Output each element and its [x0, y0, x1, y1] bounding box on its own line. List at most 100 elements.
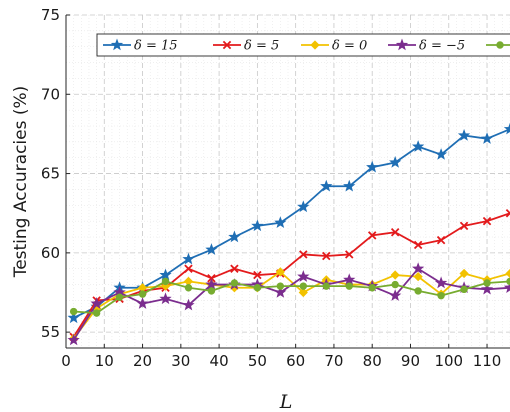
data-point	[434, 276, 448, 289]
data-point	[503, 122, 510, 135]
data-point	[482, 216, 492, 226]
data-point	[413, 240, 423, 250]
data-point	[299, 250, 308, 259]
data-point	[345, 282, 353, 290]
data-point	[436, 235, 446, 245]
data-point	[320, 179, 333, 192]
data-point	[322, 282, 330, 290]
data-point	[503, 281, 510, 293]
data-point	[207, 287, 216, 295]
data-point	[274, 286, 287, 298]
data-point	[182, 252, 195, 265]
data-point	[343, 273, 356, 286]
series-line	[72, 267, 510, 341]
legend-marker	[222, 40, 232, 50]
data-point	[434, 148, 448, 160]
y-tick-label: 65	[41, 165, 60, 183]
data-point	[366, 160, 379, 173]
data-point	[345, 250, 354, 259]
legend-entry: δ = −15	[486, 41, 510, 49]
x-tick-label: 20	[133, 352, 152, 370]
data-point	[184, 284, 193, 292]
data-point	[483, 279, 491, 287]
data-point	[184, 264, 193, 273]
data-point	[414, 287, 422, 295]
data-point	[343, 179, 356, 192]
series-1	[69, 208, 510, 342]
data-point	[115, 293, 124, 301]
data-point	[161, 277, 170, 286]
x-tick-label: 110	[473, 352, 502, 370]
series-lines	[67, 122, 510, 346]
data-point	[228, 230, 241, 243]
data-point	[389, 289, 402, 301]
x-tick-label: 30	[171, 352, 190, 370]
x-tick-label: 90	[401, 352, 420, 370]
data-point	[367, 231, 377, 240]
data-point	[159, 292, 172, 305]
y-tick-label: 75	[41, 6, 60, 24]
data-point	[390, 270, 400, 280]
x-tick-label: 100	[434, 352, 463, 370]
data-point	[506, 277, 510, 286]
data-point	[411, 140, 425, 152]
x-tick-label: 60	[286, 352, 305, 370]
data-point	[368, 284, 376, 292]
y-axis-label: Testing Accuracies (%)	[11, 86, 31, 279]
legend-marker	[310, 40, 320, 50]
data-point	[459, 221, 469, 231]
series-line	[72, 212, 510, 338]
series-line	[73, 280, 510, 315]
legend-marker	[395, 38, 409, 51]
x-tick-label: 40	[210, 352, 229, 370]
y-tick-label: 70	[41, 85, 60, 103]
data-point	[297, 270, 310, 282]
data-point	[138, 290, 147, 298]
legend-label: δ = 5	[244, 39, 279, 54]
x-tick-label: 0	[61, 352, 71, 370]
legend-label: δ = 0	[332, 39, 367, 54]
y-tick-label: 55	[41, 323, 60, 341]
data-point	[253, 284, 262, 292]
data-point	[390, 228, 400, 237]
data-point	[457, 129, 471, 141]
data-point	[413, 272, 423, 282]
data-point	[230, 279, 239, 287]
legend-entry: δ = 0	[301, 39, 367, 54]
data-point	[275, 267, 285, 277]
data-point	[480, 132, 494, 144]
data-point	[67, 333, 80, 346]
data-point	[182, 298, 195, 311]
legend-label: δ = 15	[134, 39, 178, 54]
data-point	[391, 280, 399, 289]
data-point	[322, 251, 331, 261]
data-point	[230, 264, 239, 273]
legend-marker	[496, 41, 504, 49]
legend: δ = 15 δ = 5 δ = 0 δ = −5 δ = −15	[96, 33, 510, 57]
data-point	[276, 282, 285, 290]
data-point	[505, 268, 510, 279]
data-point	[459, 268, 469, 279]
x-tick-label: 50	[248, 352, 267, 370]
data-point	[460, 285, 468, 294]
data-point	[69, 307, 78, 316]
data-point	[67, 311, 80, 324]
x-tick-label: 80	[363, 352, 382, 370]
data-point	[274, 216, 287, 228]
data-point	[297, 200, 310, 213]
legend-entry: δ = −5	[388, 39, 465, 54]
series-2	[69, 267, 510, 344]
y-tick-label: 60	[41, 244, 60, 262]
data-point	[251, 219, 264, 232]
x-tick-label: 70	[324, 352, 343, 370]
data-point	[298, 287, 308, 298]
data-point	[159, 268, 172, 281]
series-4	[69, 277, 510, 317]
legend-label: δ = −5	[419, 39, 465, 54]
data-point	[205, 243, 218, 255]
data-point	[389, 156, 402, 168]
data-point	[480, 282, 494, 295]
legend-entry: δ = 5	[213, 39, 279, 54]
data-point	[136, 297, 149, 309]
